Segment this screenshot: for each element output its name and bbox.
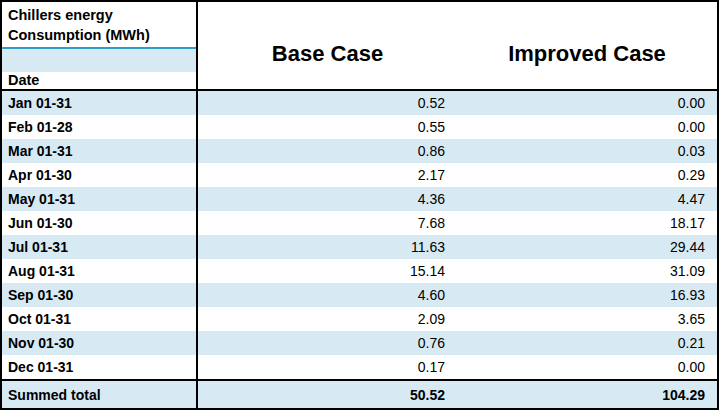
date-cell: Aug 01-31 <box>2 259 198 283</box>
case-column-headers: Base Case Improved Case <box>198 2 717 89</box>
date-cell: Nov 01-30 <box>2 331 198 355</box>
base-case-cell: 0.55 <box>198 115 457 139</box>
table-row: Jan 01-31 0.52 0.00 <box>2 91 717 115</box>
table-row: Apr 01-30 2.17 0.29 <box>2 163 717 187</box>
table-row: May 01-31 4.36 4.47 <box>2 187 717 211</box>
table-title: Chillers energy Consumption (MWh) <box>2 2 196 45</box>
date-cell: Oct 01-31 <box>2 307 198 331</box>
table-row: Sep 01-30 4.60 16.93 <box>2 283 717 307</box>
date-cell: Sep 01-30 <box>2 283 198 307</box>
summed-total-improved-value: 104.29 <box>457 381 717 408</box>
improved-case-cell: 4.47 <box>457 187 717 211</box>
table-row: Feb 01-28 0.55 0.00 <box>2 115 717 139</box>
base-case-cell: 2.09 <box>198 307 457 331</box>
summed-total-base-value: 50.52 <box>198 381 457 408</box>
improved-case-cell: 0.00 <box>457 91 717 115</box>
date-cell: Feb 01-28 <box>2 115 198 139</box>
date-column-header: Date <box>2 72 196 89</box>
improved-case-cell: 0.00 <box>457 355 717 379</box>
base-case-cell: 0.76 <box>198 331 457 355</box>
table-row: Aug 01-31 15.14 31.09 <box>2 259 717 283</box>
header-accent-band <box>2 47 196 72</box>
table-row: Oct 01-31 2.09 3.65 <box>2 307 717 331</box>
chillers-consumption-table: Chillers energy Consumption (MWh) Date B… <box>0 0 719 410</box>
column-header-base-case: Base Case <box>198 41 457 67</box>
improved-case-cell: 31.09 <box>457 259 717 283</box>
table-row: Nov 01-30 0.76 0.21 <box>2 331 717 355</box>
table-title-line2: Consumption (MWh) <box>8 25 192 45</box>
summed-total-label: Summed total <box>2 381 198 408</box>
base-case-cell: 4.60 <box>198 283 457 307</box>
date-cell: Jun 01-30 <box>2 211 198 235</box>
summed-total-row: Summed total 50.52 104.29 <box>2 379 717 408</box>
table-header: Chillers energy Consumption (MWh) Date B… <box>2 2 717 91</box>
date-cell: Dec 01-31 <box>2 355 198 379</box>
table-row: Jun 01-30 7.68 18.17 <box>2 211 717 235</box>
base-case-cell: 0.52 <box>198 91 457 115</box>
improved-case-cell: 0.21 <box>457 331 717 355</box>
table-title-line1: Chillers energy <box>8 5 192 25</box>
date-cell: Jul 01-31 <box>2 235 198 259</box>
base-case-cell: 7.68 <box>198 211 457 235</box>
base-case-cell: 0.86 <box>198 139 457 163</box>
improved-case-cell: 16.93 <box>457 283 717 307</box>
improved-case-cell: 18.17 <box>457 211 717 235</box>
base-case-cell: 2.17 <box>198 163 457 187</box>
column-header-improved-case: Improved Case <box>457 41 717 67</box>
corner-cell: Chillers energy Consumption (MWh) Date <box>2 2 198 89</box>
date-cell: Mar 01-31 <box>2 139 198 163</box>
base-case-cell: 4.36 <box>198 187 457 211</box>
table-body: Jan 01-31 0.52 0.00 Feb 01-28 0.55 0.00 … <box>2 91 717 379</box>
date-cell: May 01-31 <box>2 187 198 211</box>
improved-case-cell: 3.65 <box>457 307 717 331</box>
date-cell: Apr 01-30 <box>2 163 198 187</box>
improved-case-cell: 0.29 <box>457 163 717 187</box>
base-case-cell: 15.14 <box>198 259 457 283</box>
improved-case-cell: 0.00 <box>457 115 717 139</box>
table-row: Mar 01-31 0.86 0.03 <box>2 139 717 163</box>
table-row: Dec 01-31 0.17 0.00 <box>2 355 717 379</box>
base-case-cell: 0.17 <box>198 355 457 379</box>
base-case-cell: 11.63 <box>198 235 457 259</box>
improved-case-cell: 0.03 <box>457 139 717 163</box>
improved-case-cell: 29.44 <box>457 235 717 259</box>
table-row: Jul 01-31 11.63 29.44 <box>2 235 717 259</box>
date-cell: Jan 01-31 <box>2 91 198 115</box>
